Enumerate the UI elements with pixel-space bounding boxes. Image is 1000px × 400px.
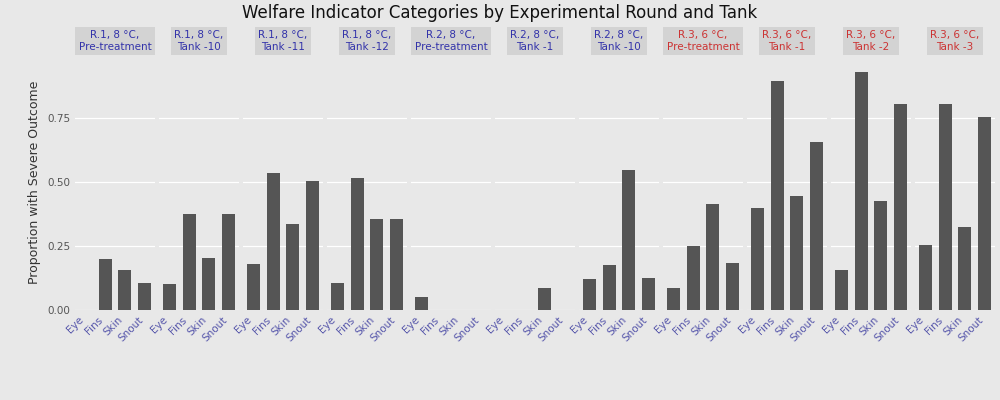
Bar: [390, 219, 403, 310]
Bar: [726, 263, 739, 310]
Bar: [919, 245, 932, 310]
Bar: [183, 214, 196, 310]
Bar: [771, 81, 784, 310]
Bar: [370, 219, 383, 310]
Bar: [939, 104, 952, 310]
Bar: [978, 117, 991, 310]
Text: Welfare Indicator Categories by Experimental Round and Tank: Welfare Indicator Categories by Experime…: [242, 4, 758, 22]
Title: R.2, 8 °C,
Tank -1: R.2, 8 °C, Tank -1: [510, 30, 560, 52]
Bar: [706, 204, 719, 310]
Bar: [810, 142, 823, 310]
Bar: [958, 227, 971, 310]
Title: R.1, 8 °C,
Tank -11: R.1, 8 °C, Tank -11: [258, 30, 308, 52]
Bar: [790, 196, 803, 310]
Bar: [687, 246, 700, 310]
Bar: [247, 264, 260, 310]
Bar: [538, 288, 551, 310]
Bar: [642, 278, 655, 310]
Bar: [874, 201, 887, 310]
Bar: [894, 104, 907, 310]
Title: R.2, 8 °C,
Tank -10: R.2, 8 °C, Tank -10: [594, 30, 644, 52]
Bar: [415, 297, 428, 310]
Bar: [163, 284, 176, 310]
Bar: [118, 270, 131, 310]
Bar: [99, 259, 112, 310]
Bar: [622, 170, 635, 310]
Bar: [603, 265, 616, 310]
Bar: [202, 258, 215, 310]
Bar: [267, 173, 280, 310]
Y-axis label: Proportion with Severe Outcome: Proportion with Severe Outcome: [28, 80, 41, 284]
Title: R.3, 6 °C,
Pre-treatment: R.3, 6 °C, Pre-treatment: [667, 30, 739, 52]
Bar: [855, 72, 868, 310]
Title: R.1, 8 °C,
Tank -10: R.1, 8 °C, Tank -10: [174, 30, 224, 52]
Title: R.2, 8 °C,
Pre-treatment: R.2, 8 °C, Pre-treatment: [415, 30, 487, 52]
Title: R.3, 6 °C,
Tank -1: R.3, 6 °C, Tank -1: [762, 30, 812, 52]
Title: R.1, 8 °C,
Pre-treatment: R.1, 8 °C, Pre-treatment: [79, 30, 151, 52]
Bar: [667, 288, 680, 310]
Bar: [222, 214, 235, 310]
Bar: [835, 270, 848, 310]
Bar: [306, 181, 319, 310]
Bar: [331, 283, 344, 310]
Bar: [751, 208, 764, 310]
Bar: [286, 224, 299, 310]
Bar: [351, 178, 364, 310]
Title: R.1, 8 °C,
Tank -12: R.1, 8 °C, Tank -12: [342, 30, 392, 52]
Bar: [138, 283, 151, 310]
Bar: [583, 279, 596, 310]
Title: R.3, 6 °C,
Tank -2: R.3, 6 °C, Tank -2: [846, 30, 896, 52]
Title: R.3, 6 °C,
Tank -3: R.3, 6 °C, Tank -3: [930, 30, 980, 52]
